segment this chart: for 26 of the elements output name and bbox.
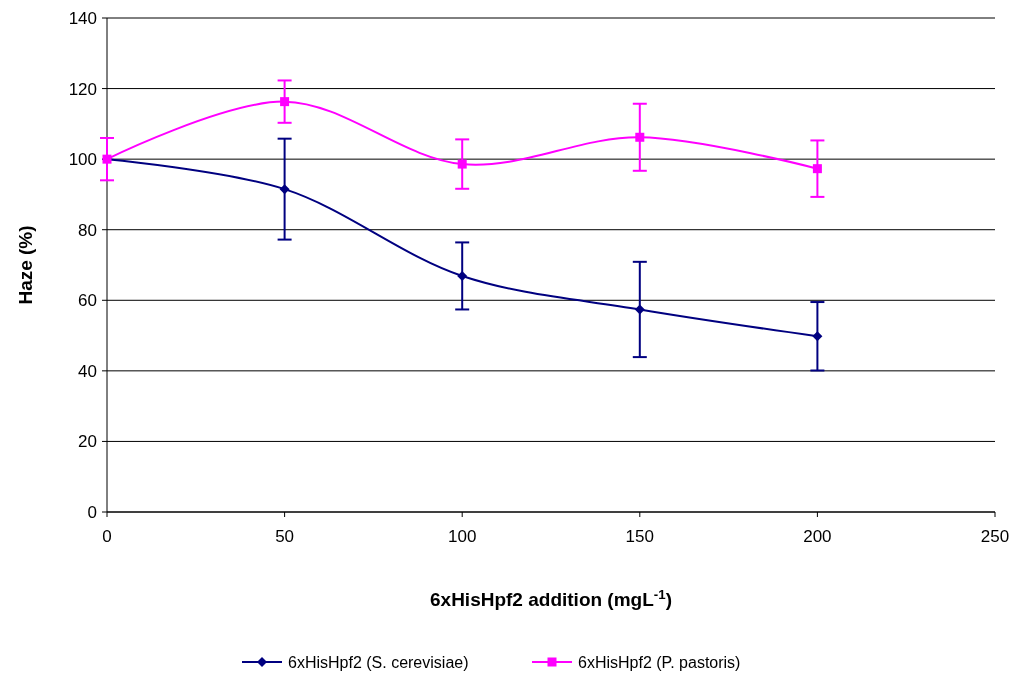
x-tick-label: 100 [448,527,477,546]
y-tick-label: 20 [78,432,97,452]
x-tick-label: 50 [275,527,295,546]
y-tick-label: 40 [78,361,97,381]
y-tick-label: 80 [78,220,97,240]
point [457,270,468,281]
legend-label: 6xHisHpf2 (S. cerevisiae) [288,653,469,671]
point [457,159,467,169]
x-tick-label: 150 [625,527,654,546]
point [812,164,822,174]
y-tick-label: 120 [68,79,97,99]
y-tick-label: 60 [78,291,97,311]
x-tick-label: 200 [803,527,832,546]
point [812,331,823,342]
x-tick-label: 0 [102,527,112,546]
legend-label: 6xHisHpf2 (P. pastoris) [578,653,741,671]
point [635,132,645,142]
point [279,184,290,195]
x-axis-title: 6xHisHpf2 addition (mgL$^{-1}$) [430,586,672,610]
y-tick-label: 140 [68,8,97,28]
point [280,97,290,107]
y-tick-label: 100 [68,150,97,170]
point [634,304,645,315]
x-tick-label: 250 [980,527,1010,546]
y-axis-title: Haze (%) [15,225,36,305]
y-tick-label: 0 [87,502,97,522]
